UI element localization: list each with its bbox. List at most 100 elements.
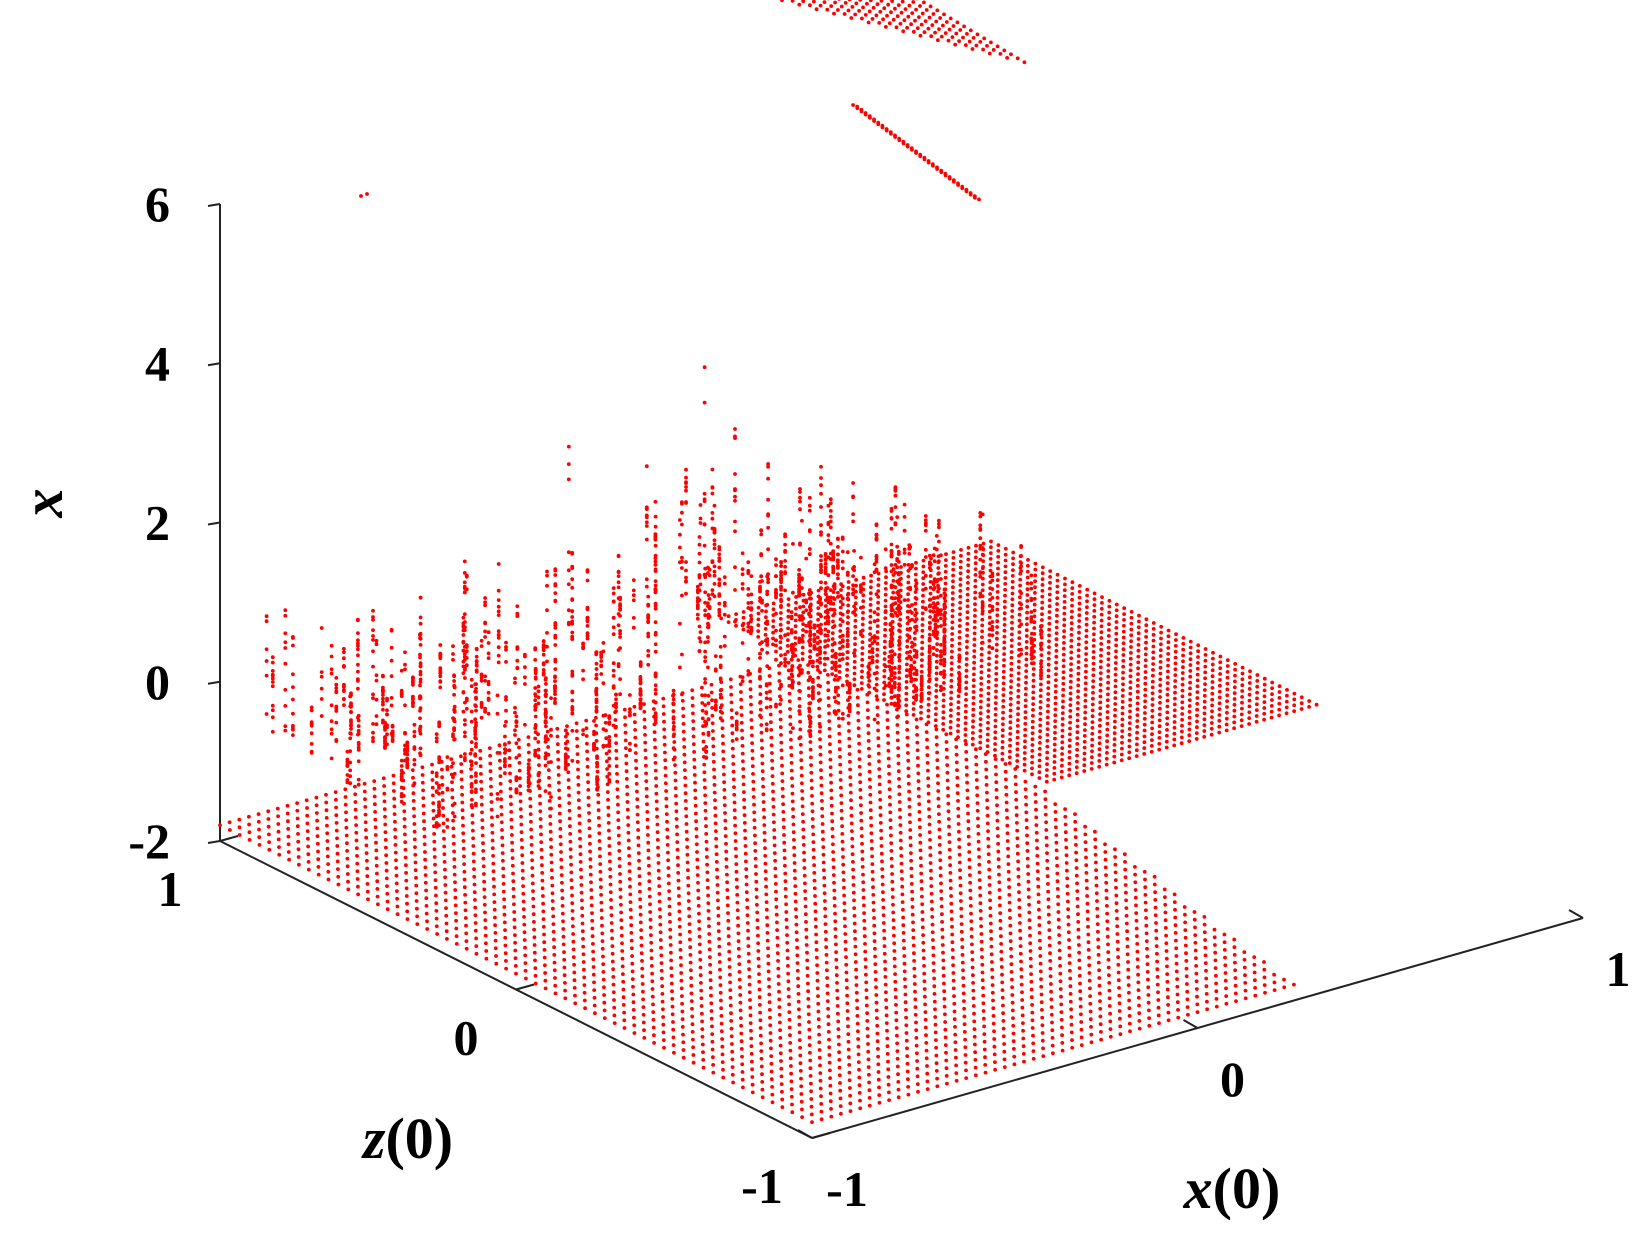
basin-point	[504, 959, 508, 963]
basin-point	[719, 1021, 724, 1026]
plateau-point	[941, 722, 946, 726]
basin-point	[1013, 782, 1018, 787]
basin-point	[987, 883, 992, 887]
basin-point	[277, 852, 282, 857]
plateau-point	[1188, 692, 1192, 697]
plateau-point	[1210, 715, 1214, 719]
basin-point	[690, 703, 695, 708]
basin-point	[703, 816, 708, 821]
basin-point	[1037, 931, 1042, 935]
basin-point	[700, 1027, 705, 1031]
plateau-point	[1209, 726, 1214, 731]
plateau-point	[1076, 701, 1080, 705]
basin-point	[413, 845, 417, 849]
basin-point	[440, 783, 445, 787]
basin-point	[568, 832, 573, 836]
basin-point	[829, 796, 834, 800]
plateau-point	[1165, 728, 1169, 732]
plateau-point	[1024, 686, 1028, 691]
basin-point	[643, 756, 648, 760]
basin-point	[943, 1043, 948, 1047]
basin-point	[1153, 913, 1158, 918]
plateau-point	[882, 698, 886, 702]
basin-point	[637, 882, 642, 886]
plateau-point	[1016, 712, 1020, 717]
basin-point	[864, 972, 868, 977]
basin-point	[799, 758, 804, 763]
basin-point	[815, 986, 820, 991]
basin-point	[910, 905, 915, 909]
basin-point	[901, 907, 905, 912]
basin-point	[459, 762, 464, 766]
plateau-point	[1032, 626, 1037, 630]
basin-point	[579, 890, 584, 895]
plateau-point	[801, 604, 806, 609]
basin-point	[933, 1030, 938, 1035]
basin-point	[608, 867, 612, 871]
plateau-point	[1053, 689, 1058, 694]
plateau-point	[1000, 745, 1005, 750]
basin-point	[1125, 944, 1130, 949]
plateau-point	[860, 646, 865, 650]
plateau-point	[993, 707, 998, 711]
basin-point	[489, 784, 493, 789]
basin-point	[973, 1050, 977, 1055]
basin-point	[1028, 949, 1033, 953]
basin-point	[1242, 957, 1247, 962]
basin-point	[589, 895, 594, 900]
basin-point	[577, 806, 581, 810]
basin-point	[681, 714, 686, 719]
basin-point	[507, 748, 512, 753]
plateau-point	[994, 648, 999, 653]
basin-point	[619, 918, 624, 923]
basin-point	[931, 968, 936, 973]
plateau-point	[1098, 718, 1102, 722]
basin-point	[442, 860, 447, 864]
basin-point	[976, 847, 981, 852]
plateau-point	[1225, 681, 1230, 686]
plateau-point	[1047, 616, 1052, 620]
basin-point	[956, 814, 961, 819]
basin-point	[423, 873, 428, 877]
basin-point	[902, 954, 907, 958]
basin-point	[510, 856, 515, 860]
basin-point	[720, 1037, 724, 1041]
basin-point	[721, 1075, 726, 1080]
basin-point	[316, 865, 321, 869]
basin-point	[628, 907, 633, 912]
plateau-point	[1083, 693, 1088, 697]
basin-point	[827, 711, 831, 716]
plateau-point	[1143, 681, 1148, 686]
basin-point	[841, 870, 846, 875]
basin-point	[1021, 1044, 1026, 1049]
basin-point	[801, 819, 805, 824]
basin-point	[1018, 944, 1023, 948]
basin-point	[538, 809, 543, 814]
basin-point	[431, 808, 436, 813]
basin-point	[395, 904, 400, 909]
plateau-point	[1044, 774, 1049, 778]
plateau-point	[995, 613, 1000, 618]
basin-point	[808, 1058, 813, 1063]
plateau-point	[1074, 771, 1079, 776]
basin-point	[635, 820, 640, 825]
basin-point	[673, 786, 678, 791]
basin-point	[582, 983, 587, 987]
basin-point	[974, 747, 978, 752]
plateau-point	[1055, 602, 1059, 606]
basin-point	[852, 906, 857, 910]
plateau-point	[951, 556, 956, 560]
basin-point	[838, 762, 843, 767]
basin-point	[760, 1087, 765, 1092]
basin-point	[734, 877, 739, 882]
plateau-point	[763, 632, 768, 637]
basin-point	[1083, 840, 1088, 844]
basin-point	[531, 904, 536, 909]
basin-point	[1012, 1062, 1017, 1067]
basin-point	[685, 837, 689, 842]
basin-point	[551, 929, 556, 934]
basin-point	[1094, 891, 1099, 896]
basin-point	[818, 1063, 822, 1068]
basin-point	[1077, 973, 1082, 978]
basin-point	[1174, 938, 1178, 943]
